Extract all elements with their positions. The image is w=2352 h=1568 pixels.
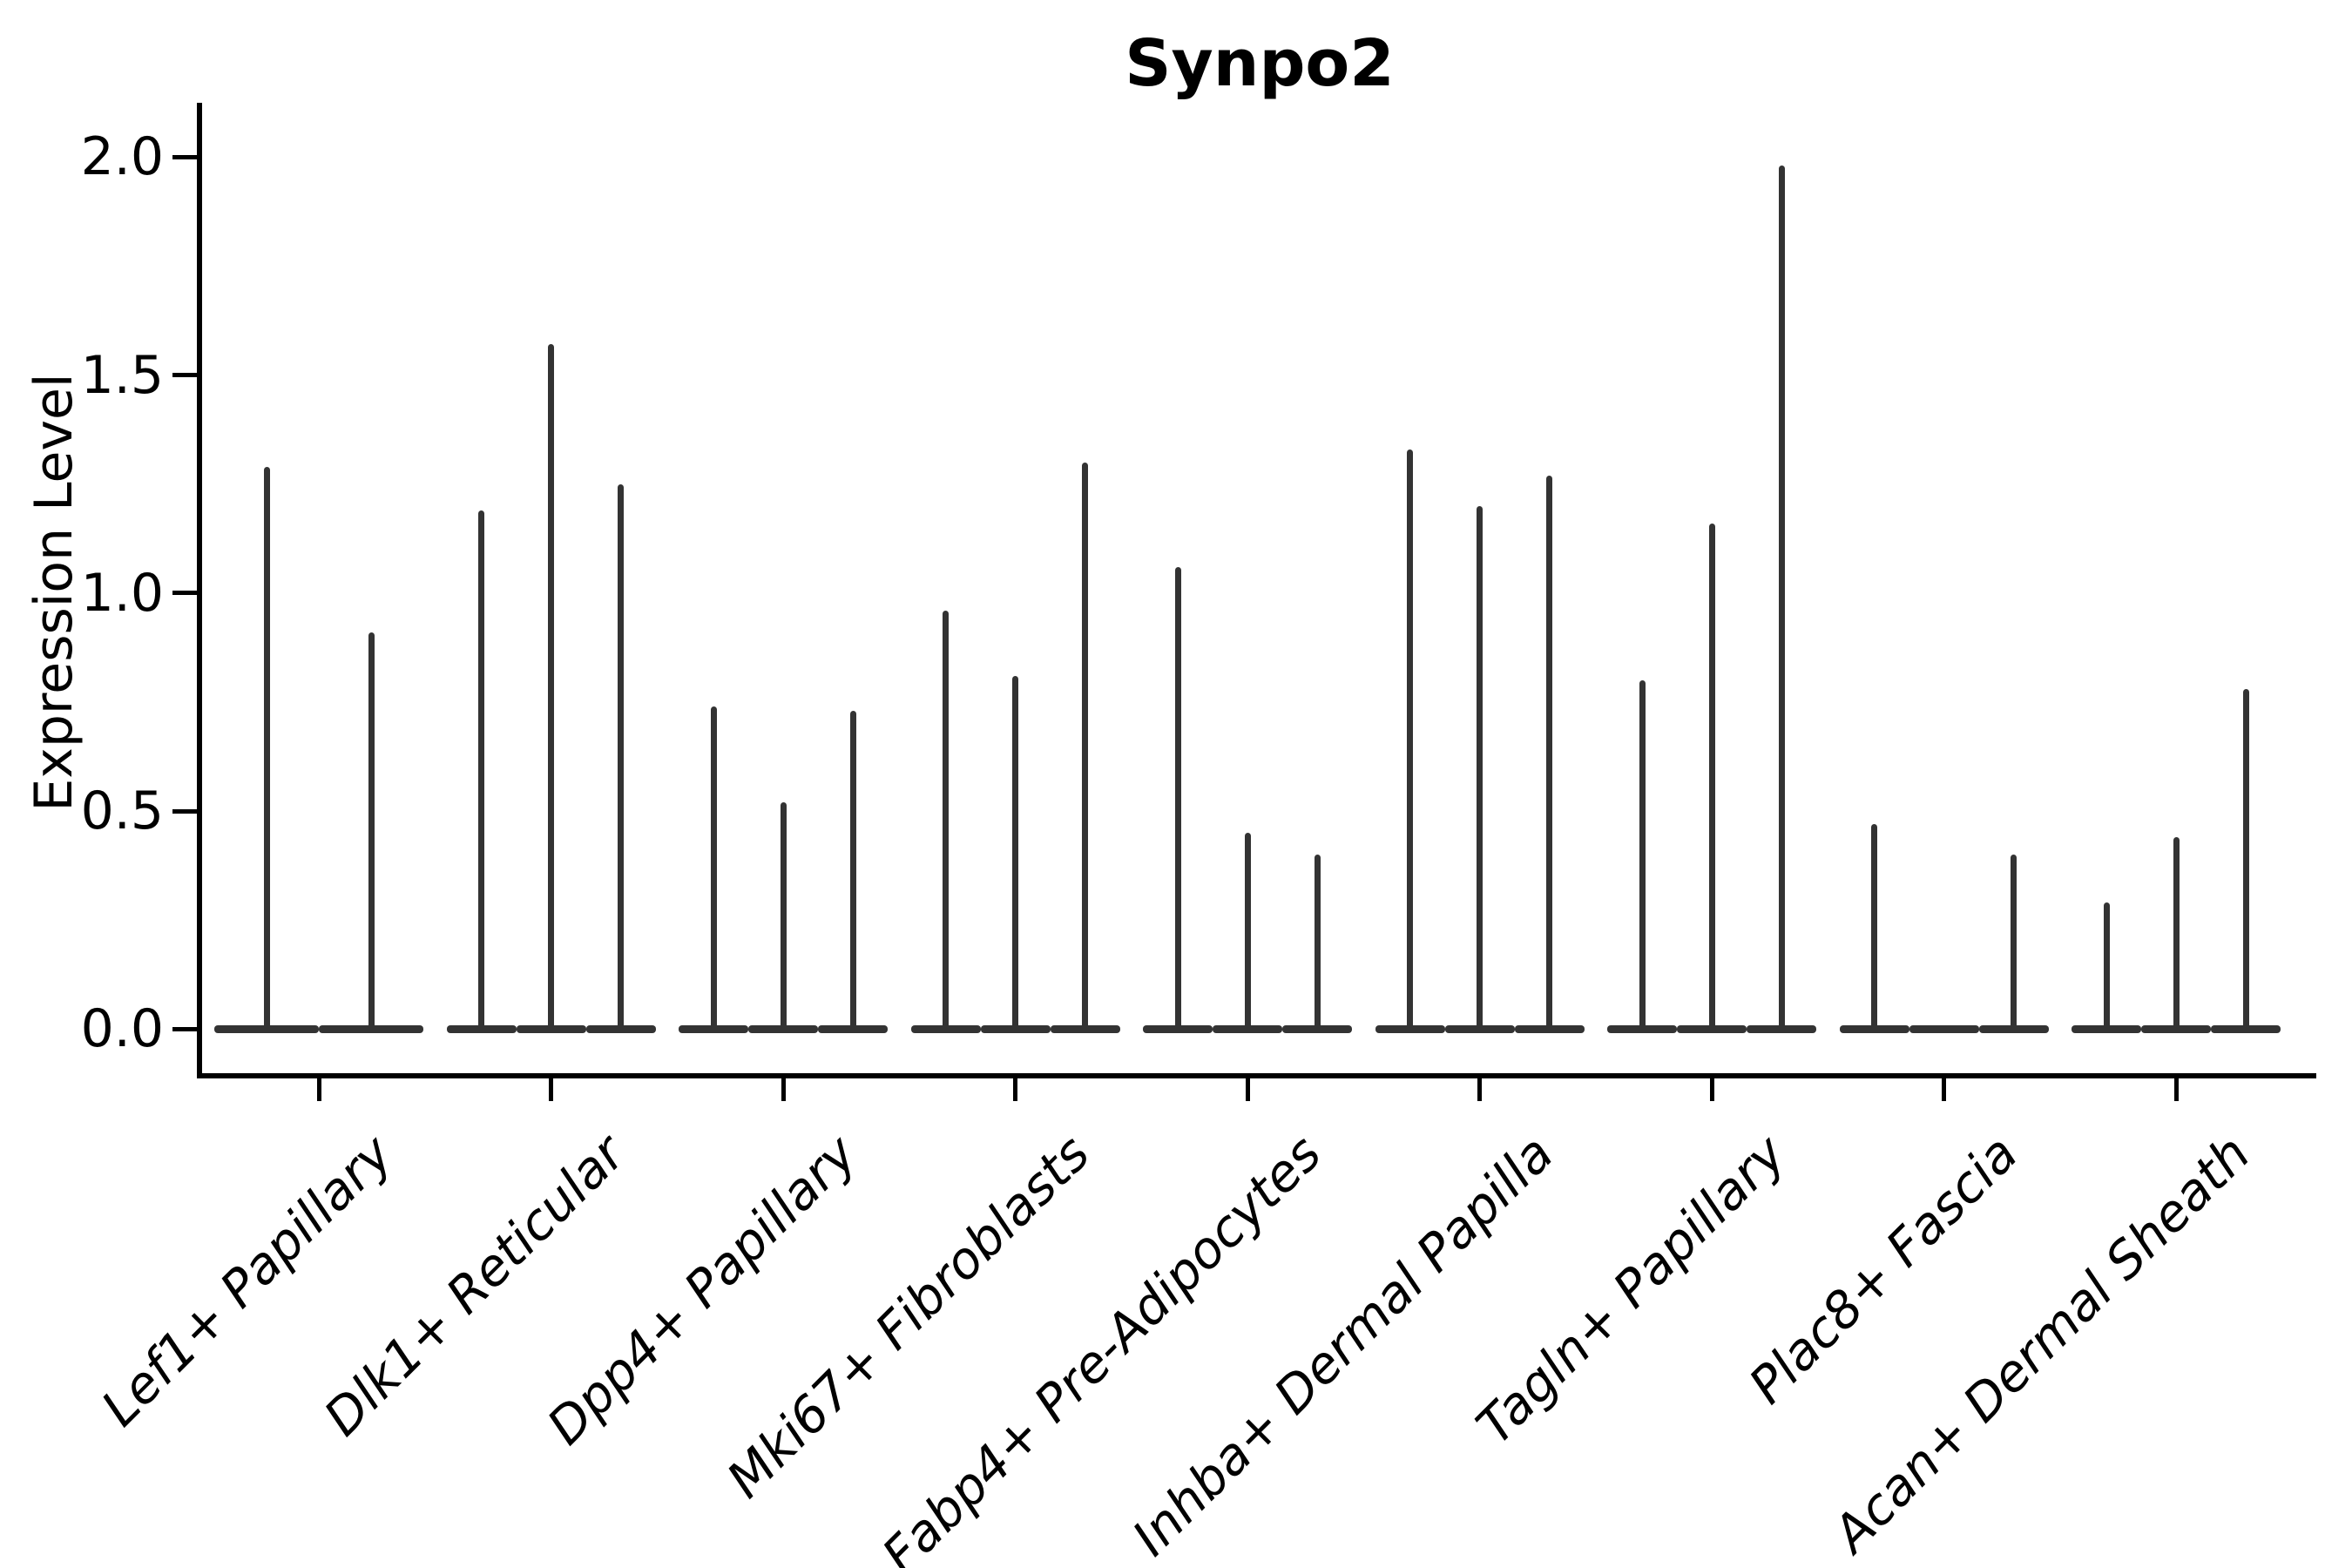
violin-spike <box>710 706 717 1030</box>
violin-body <box>2141 1024 2211 1033</box>
violin-body <box>1978 1024 2049 1033</box>
violin-body <box>818 1024 888 1033</box>
violin-spike <box>780 802 787 1030</box>
violin-spike <box>478 510 484 1030</box>
y-tick-label: 0.0 <box>80 998 164 1060</box>
y-tick-label: 1.5 <box>80 344 164 406</box>
x-tick <box>1942 1078 1946 1101</box>
violin-spike <box>1174 566 1181 1030</box>
violin-spike <box>849 710 856 1030</box>
y-tick <box>172 154 199 159</box>
violin-spike <box>263 466 270 1030</box>
violin-body <box>446 1024 517 1033</box>
violin-spike <box>548 344 554 1030</box>
violin-spike <box>2103 902 2110 1030</box>
y-tick-label: 2.0 <box>80 126 164 188</box>
x-tick <box>2173 1078 2179 1101</box>
violin-spike <box>1639 679 1646 1030</box>
violin-spike <box>1407 449 1413 1030</box>
y-tick <box>172 808 199 814</box>
violin-body <box>1282 1024 1352 1033</box>
x-tick <box>1013 1078 1017 1101</box>
violin-spike <box>1244 833 1251 1030</box>
x-tick <box>1477 1078 1482 1101</box>
violin-body <box>679 1024 748 1033</box>
violin-spike <box>943 610 949 1030</box>
x-tick <box>1245 1078 1250 1101</box>
violin-spike <box>1082 462 1088 1030</box>
violin-spike <box>1314 855 1321 1030</box>
violin-body <box>1677 1024 1747 1033</box>
y-tick <box>172 1026 199 1031</box>
violin-body <box>1839 1024 1909 1033</box>
violin-spike <box>2173 837 2180 1030</box>
violin-spike <box>368 632 375 1030</box>
x-tick-label: Fabp4+ Pre-Adipocytes <box>870 1123 1333 1568</box>
violin-body <box>214 1024 319 1033</box>
violin-body <box>1747 1024 1816 1033</box>
violin-body <box>1213 1024 1282 1033</box>
x-tick <box>316 1078 321 1101</box>
violin-spike <box>1708 523 1715 1030</box>
violin-body <box>319 1024 423 1033</box>
violin-body <box>1444 1024 1515 1033</box>
x-tick <box>549 1078 553 1101</box>
violin-body <box>2211 1024 2281 1033</box>
violin-body <box>1514 1024 1585 1033</box>
violin-body <box>1050 1024 1120 1033</box>
y-tick-label: 1.0 <box>80 562 164 624</box>
violin-body <box>1143 1024 1213 1033</box>
x-axis-spine <box>197 1073 2316 1078</box>
violin-spike <box>1778 166 1785 1030</box>
x-tick-label: Acan+ Dermal Sheath <box>1821 1123 2261 1564</box>
violin-spike <box>2242 688 2249 1030</box>
y-tick <box>172 373 199 377</box>
violin-body <box>748 1024 818 1033</box>
violin-body <box>516 1024 586 1033</box>
violin-spike <box>1012 675 1018 1030</box>
y-axis-spine <box>197 103 202 1078</box>
violin-body <box>1607 1024 1677 1033</box>
violin-body <box>1909 1024 1979 1033</box>
x-tick <box>1709 1078 1714 1101</box>
x-tick-label: Inhba+ Dermal Papilla <box>1121 1123 1565 1568</box>
violin-body <box>1375 1024 1445 1033</box>
violin-spike <box>1477 505 1483 1030</box>
x-tick <box>781 1078 786 1101</box>
violin-spike <box>1871 824 1877 1030</box>
y-tick <box>172 591 199 596</box>
y-tick-label: 0.5 <box>80 781 164 842</box>
violin-spike <box>1546 475 1552 1030</box>
violin-body <box>2072 1024 2141 1033</box>
violin-body <box>980 1024 1051 1033</box>
violin-body <box>910 1024 981 1033</box>
violin-body <box>585 1024 656 1033</box>
plot-title: Synpo2 <box>1125 26 1395 101</box>
violin-spike <box>618 483 624 1030</box>
violin-spike <box>2011 855 2017 1030</box>
